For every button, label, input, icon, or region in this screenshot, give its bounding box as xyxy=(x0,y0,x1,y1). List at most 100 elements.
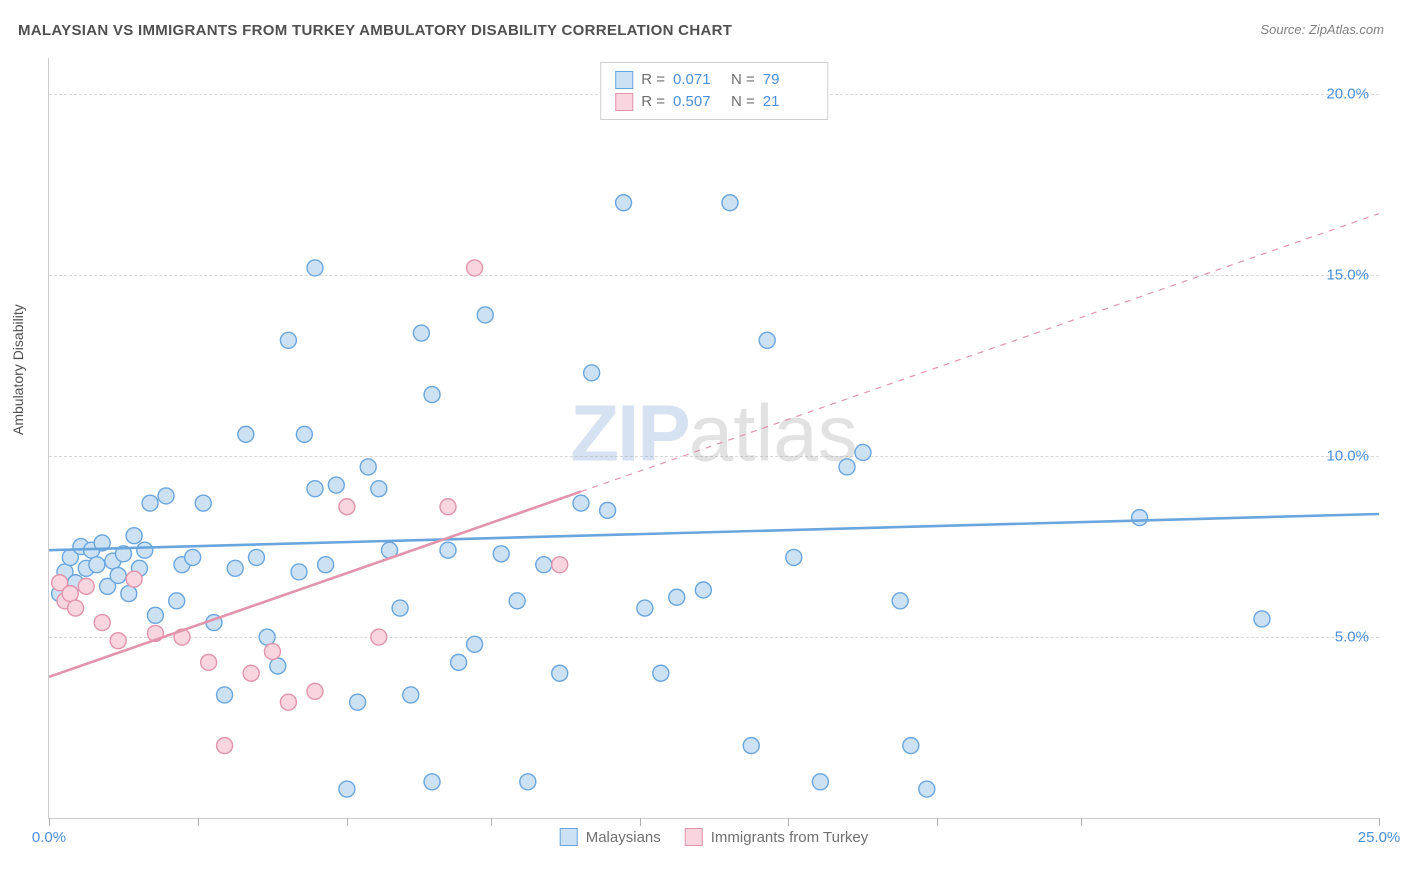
data-point xyxy=(1132,510,1148,526)
data-point xyxy=(126,528,142,544)
legend-row-series-1: R = 0.071 N = 79 xyxy=(615,69,813,91)
legend-row-series-2: R = 0.507 N = 21 xyxy=(615,91,813,113)
data-point xyxy=(653,665,669,681)
data-point xyxy=(536,557,552,573)
source-credit: Source: ZipAtlas.com xyxy=(1260,22,1384,37)
data-point xyxy=(121,586,137,602)
data-point xyxy=(339,499,355,515)
x-tick-label: 0.0% xyxy=(32,829,66,846)
data-point xyxy=(195,495,211,511)
data-point xyxy=(584,365,600,381)
data-point xyxy=(695,582,711,598)
swatch-bottom-2 xyxy=(685,828,703,846)
data-point xyxy=(291,564,307,580)
data-point xyxy=(413,325,429,341)
data-point xyxy=(270,658,286,674)
data-point xyxy=(552,557,568,573)
data-point xyxy=(307,481,323,497)
data-point xyxy=(451,654,467,670)
data-point xyxy=(280,332,296,348)
data-point xyxy=(264,644,280,660)
data-point xyxy=(440,542,456,558)
data-point xyxy=(296,426,312,442)
data-point xyxy=(573,495,589,511)
data-point xyxy=(307,683,323,699)
data-point xyxy=(78,578,94,594)
data-point xyxy=(280,694,296,710)
data-point xyxy=(403,687,419,703)
data-point xyxy=(110,633,126,649)
data-point xyxy=(110,568,126,584)
data-point xyxy=(477,307,493,323)
swatch-series-1 xyxy=(615,71,633,89)
r-label: R = xyxy=(641,91,665,113)
data-point xyxy=(62,586,78,602)
x-tick xyxy=(1379,818,1380,826)
x-tick xyxy=(788,818,789,826)
data-point xyxy=(600,502,616,518)
scatter-svg xyxy=(49,58,1379,818)
data-point xyxy=(509,593,525,609)
x-tick xyxy=(1081,818,1082,826)
data-point xyxy=(94,615,110,631)
series-name-2: Immigrants from Turkey xyxy=(711,829,869,846)
x-tick xyxy=(640,818,641,826)
x-tick xyxy=(937,818,938,826)
data-point xyxy=(360,459,376,475)
data-point xyxy=(616,195,632,211)
x-tick xyxy=(491,818,492,826)
r-label: R = xyxy=(641,69,665,91)
data-point xyxy=(169,593,185,609)
correlation-legend: R = 0.071 N = 79 R = 0.507 N = 21 xyxy=(600,62,828,120)
data-point xyxy=(493,546,509,562)
data-point xyxy=(158,488,174,504)
data-point xyxy=(307,260,323,276)
data-point xyxy=(371,629,387,645)
swatch-bottom-1 xyxy=(560,828,578,846)
data-point xyxy=(126,571,142,587)
data-point xyxy=(424,387,440,403)
data-point xyxy=(217,687,233,703)
chart-title: MALAYSIAN VS IMMIGRANTS FROM TURKEY AMBU… xyxy=(18,22,732,39)
data-point xyxy=(318,557,334,573)
n-value-1: 79 xyxy=(763,69,813,91)
data-point xyxy=(350,694,366,710)
series-name-1: Malaysians xyxy=(586,829,661,846)
data-point xyxy=(743,738,759,754)
data-point xyxy=(248,549,264,565)
data-point xyxy=(903,738,919,754)
data-point xyxy=(520,774,536,790)
data-point xyxy=(328,477,344,493)
x-tick xyxy=(198,818,199,826)
source-prefix: Source: xyxy=(1260,22,1308,37)
data-point xyxy=(786,549,802,565)
data-point xyxy=(137,542,153,558)
series-legend: Malaysians Immigrants from Turkey xyxy=(560,828,869,846)
data-point xyxy=(185,549,201,565)
data-point xyxy=(142,495,158,511)
data-point xyxy=(855,444,871,460)
data-point xyxy=(147,607,163,623)
source-name: ZipAtlas.com xyxy=(1309,22,1384,37)
data-point xyxy=(243,665,259,681)
data-point xyxy=(217,738,233,754)
data-point xyxy=(424,774,440,790)
data-point xyxy=(669,589,685,605)
data-point xyxy=(89,557,105,573)
x-tick-label: 25.0% xyxy=(1358,829,1401,846)
chart-container: MALAYSIAN VS IMMIGRANTS FROM TURKEY AMBU… xyxy=(0,0,1406,892)
y-axis-label: Ambulatory Disability xyxy=(10,304,26,435)
data-point xyxy=(371,481,387,497)
data-point xyxy=(552,665,568,681)
data-point xyxy=(259,629,275,645)
data-point xyxy=(467,636,483,652)
data-point xyxy=(812,774,828,790)
data-point xyxy=(227,560,243,576)
data-point xyxy=(440,499,456,515)
data-point xyxy=(759,332,775,348)
plot-area: ZIPatlas R = 0.071 N = 79 R = 0.507 N = … xyxy=(48,58,1379,819)
x-tick xyxy=(49,818,50,826)
data-point xyxy=(339,781,355,797)
data-point xyxy=(839,459,855,475)
r-value-1: 0.071 xyxy=(673,69,723,91)
